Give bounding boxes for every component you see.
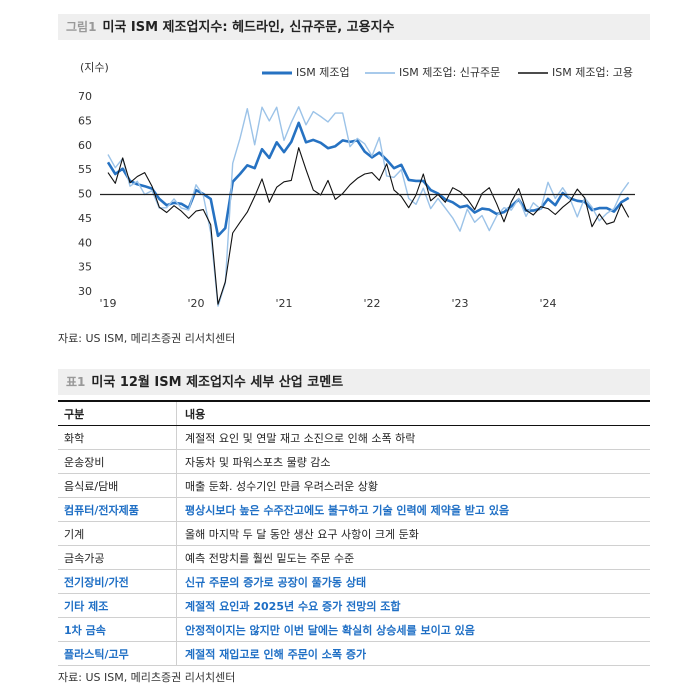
comment-cell: 안정적이지는 않지만 이번 달에는 확실히 상승세를 보이고 있음	[176, 617, 650, 642]
table-title-bar: 표1 미국 12월 ISM 제조업지수 세부 산업 코멘트	[58, 369, 650, 395]
comment-cell: 자동차 및 파워스포츠 물량 감소	[176, 449, 650, 474]
series-line	[106, 121, 630, 238]
y-tick-label: 45	[78, 212, 92, 225]
table-label: 표1	[66, 375, 86, 389]
figure-title-bar: 그림1 미국 ISM 제조업지수: 헤드라인, 신규주문, 고용지수	[58, 14, 650, 40]
chart: (지수) 30 35 40 45 50 55 60 65 70 '19 '20 '21 '22 '23 '24…	[78, 61, 635, 310]
y-axis-label: (지수)	[80, 61, 109, 74]
series-line	[107, 106, 630, 307]
table-source: 자료: US ISM, 메리츠증권 리서치센터	[58, 671, 236, 684]
header-cell: 구분	[58, 400, 177, 426]
comment-cell: 계절적 요인 및 연말 재고 소진으로 인해 소폭 하락	[176, 425, 650, 450]
table-row: 금속가공 예측 전망치를 훨씬 밑도는 주문 수준	[58, 545, 650, 570]
table: 구분 내용 화학 계절적 요인 및 연말 재고 소진으로 인해 소폭 하락 운송장비 자동…	[58, 400, 650, 666]
category-cell: 1차 금속	[58, 617, 177, 642]
category-cell: 금속가공	[58, 545, 177, 570]
x-tick-label: '20	[187, 297, 204, 310]
comment-cell: 평상시보다 높은 수주잔고에도 불구하고 기술 인력에 제약을 받고 있음	[176, 497, 650, 522]
table-title: 미국 12월 ISM 제조업지수 세부 산업 코멘트	[91, 375, 344, 390]
comment-cell: 신규 주문의 증가로 공장이 풀가동 상태	[176, 569, 650, 594]
legend-label: ISM 제조업	[296, 66, 350, 79]
y-tick-label: 40	[78, 236, 92, 249]
category-cell: 음식료/담배	[58, 473, 177, 498]
table-row: 음식료/담배 매출 둔화. 성수기인 만큼 우려스러운 상황	[58, 473, 650, 498]
category-cell: 전기장비/가전	[58, 569, 177, 594]
comment-cell: 올해 마지막 두 달 동안 생산 요구 사항이 크게 둔화	[176, 521, 650, 546]
category-cell: 운송장비	[58, 449, 177, 474]
comment-cell: 계절적 재입고로 인해 주문이 소폭 증가	[176, 641, 650, 666]
x-tick-label: '22	[363, 297, 380, 310]
x-tick-label: '24	[539, 297, 556, 310]
table-row: 플라스틱/고무 계절적 재입고로 인해 주문이 소폭 증가	[58, 641, 650, 666]
figure-source: 자료: US ISM, 메리츠증권 리서치센터	[58, 332, 236, 345]
category-cell: 기계	[58, 521, 177, 546]
y-tick-label: 70	[78, 90, 92, 103]
header-cell: 내용	[176, 400, 650, 426]
y-tick-label: 35	[78, 261, 92, 274]
table-row: 컴퓨터/전자제품 평상시보다 높은 수주잔고에도 불구하고 기술 인력에 제약을 …	[58, 497, 650, 522]
table-row: 기계 올해 마지막 두 달 동안 생산 요구 사항이 크게 둔화	[58, 521, 650, 546]
x-tick-label: '19	[99, 297, 116, 310]
comment-cell: 계절적 요인과 2025년 수요 증가 전망의 조합	[176, 593, 650, 618]
y-tick-label: 30	[78, 285, 92, 298]
legend-label: ISM 제조업: 신규주문	[399, 66, 500, 79]
comment-cell: 매출 둔화. 성수기인 만큼 우려스러운 상황	[176, 473, 650, 498]
figure-label: 그림1	[66, 20, 97, 34]
table-row: 화학 계절적 요인 및 연말 재고 소진으로 인해 소폭 하락	[58, 425, 650, 450]
comment-cell: 예측 전망치를 훨씬 밑도는 주문 수준	[176, 545, 650, 570]
category-cell: 기타 제조	[58, 593, 177, 618]
x-tick-label: '21	[275, 297, 292, 310]
table-row: 전기장비/가전 신규 주문의 증가로 공장이 풀가동 상태	[58, 569, 650, 594]
x-tick-label: '23	[451, 297, 468, 310]
table-row: 1차 금속 안정적이지는 않지만 이번 달에는 확실히 상승세를 보이고 있음	[58, 617, 650, 642]
table-row: 기타 제조 계절적 요인과 2025년 수요 증가 전망의 조합	[58, 593, 650, 618]
y-tick-label: 55	[78, 163, 92, 176]
y-tick-label: 60	[78, 139, 92, 152]
figure-title: 미국 ISM 제조업지수: 헤드라인, 신규주문, 고용지수	[102, 20, 395, 35]
y-tick-label: 50	[78, 188, 92, 201]
series-line	[107, 147, 630, 305]
category-cell: 플라스틱/고무	[58, 641, 177, 666]
category-cell: 화학	[58, 425, 177, 450]
y-tick-label: 65	[78, 114, 92, 127]
table-row: 운송장비 자동차 및 파워스포츠 물량 감소	[58, 449, 650, 474]
category-cell: 컴퓨터/전자제품	[58, 497, 177, 522]
table-header: 구분 내용	[58, 400, 650, 426]
legend-label: ISM 제조업: 고용	[552, 66, 633, 79]
